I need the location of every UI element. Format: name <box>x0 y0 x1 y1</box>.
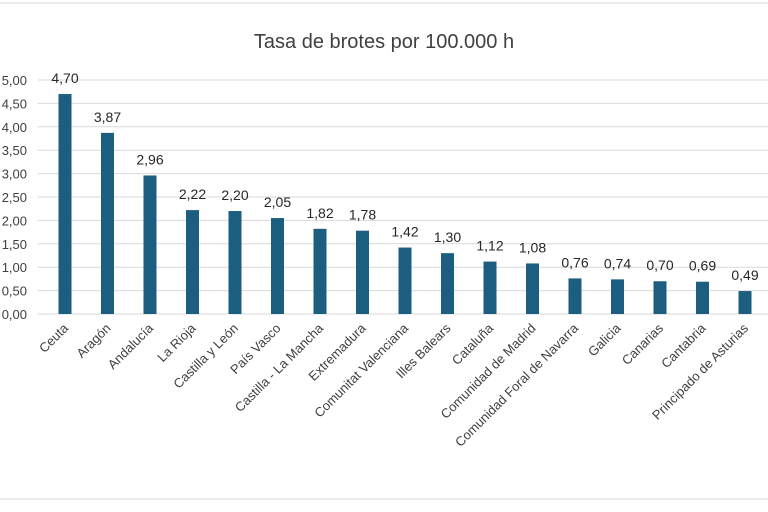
bar <box>568 278 582 314</box>
data-label: 1,12 <box>476 238 503 254</box>
data-label: 2,96 <box>136 151 163 167</box>
bar <box>313 228 327 314</box>
bar <box>58 94 72 314</box>
data-label: 0,76 <box>561 254 588 270</box>
y-tick-label: 1,50 <box>2 237 27 252</box>
x-category-label: Ceuta <box>36 320 72 356</box>
bar <box>611 279 624 314</box>
data-label: 1,08 <box>519 239 546 255</box>
bar <box>441 253 454 314</box>
y-tick-label: 3,50 <box>2 143 27 158</box>
data-labels: 4,70 3,87 2,96 2,22 2,20 2,05 1,82 1,78 1,42 1,30… <box>51 70 758 283</box>
data-label: 0,74 <box>604 255 631 271</box>
y-tick-label: 1,00 <box>2 260 27 275</box>
y-tick-label: 4,00 <box>2 120 27 135</box>
y-tick-label: 0,00 <box>2 307 27 322</box>
bars <box>58 94 752 314</box>
data-label: 1,42 <box>391 224 418 240</box>
y-tick-label: 2,00 <box>2 213 27 228</box>
y-tick-label: 5,00 <box>2 73 27 88</box>
bar <box>186 210 199 314</box>
data-label: 1,30 <box>434 229 461 245</box>
bar <box>526 263 539 314</box>
bar <box>101 132 114 314</box>
x-category-label: Andalucía <box>105 320 157 372</box>
bar <box>228 211 242 314</box>
data-label: 0,49 <box>731 267 758 283</box>
data-label: 3,87 <box>94 109 121 125</box>
bar <box>143 175 157 314</box>
y-tick-label: 2,50 <box>2 190 27 205</box>
bar <box>696 281 709 314</box>
bar <box>398 247 412 314</box>
y-tick-label: 4,50 <box>2 96 27 111</box>
data-label: 1,78 <box>349 207 376 223</box>
bar <box>271 218 284 314</box>
data-label: 0,69 <box>689 258 716 274</box>
data-label: 4,70 <box>51 70 78 86</box>
data-label: 2,05 <box>264 194 291 210</box>
y-tick-label: 0,50 <box>2 284 27 299</box>
data-label: 2,20 <box>221 187 248 203</box>
bar <box>653 281 667 314</box>
x-category-label: Aragón <box>73 321 113 361</box>
y-axis-tick-labels: 0,00 0,50 1,00 1,50 2,00 2,50 3,00 3,50 4,00 4,50… <box>2 73 27 322</box>
data-label: 1,82 <box>306 205 333 221</box>
y-tick-label: 3,00 <box>2 167 27 182</box>
bar <box>483 261 497 314</box>
data-label: 0,70 <box>646 257 673 273</box>
bar <box>356 230 369 314</box>
chart-title: Tasa de brotes por 100.000 h <box>254 31 514 53</box>
data-label: 2,22 <box>179 186 206 202</box>
bar <box>738 291 752 314</box>
x-category-label: Galicia <box>585 320 624 359</box>
